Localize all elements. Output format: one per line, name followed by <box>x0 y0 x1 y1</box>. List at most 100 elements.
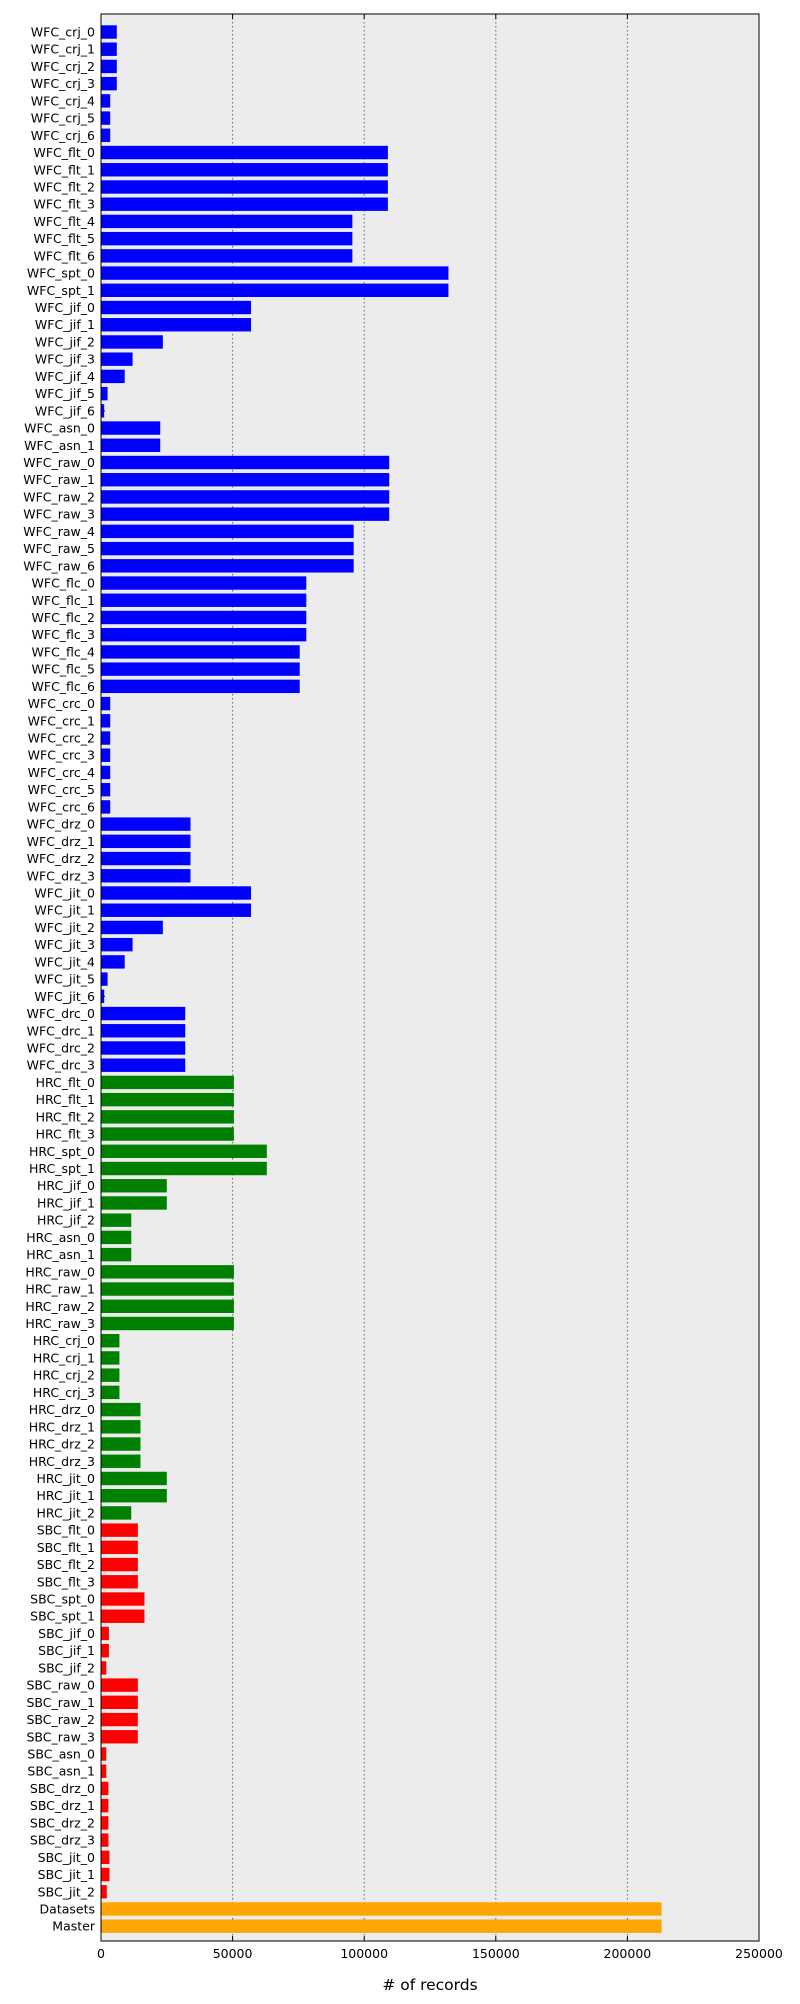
bar <box>101 266 449 280</box>
bar <box>101 1867 110 1882</box>
bar <box>101 1592 145 1606</box>
bar <box>101 369 125 384</box>
x-axis-label: # of records <box>382 1976 477 1994</box>
y-tick-label: WFC_crc_4 <box>28 765 95 780</box>
y-tick-label: WFC_flc_4 <box>32 644 96 659</box>
y-tick-label: WFC_jif_3 <box>35 352 95 367</box>
y-tick-label: Datasets <box>40 1901 95 1916</box>
bar <box>101 955 125 969</box>
y-tick-label: HRC_crj_0 <box>33 1333 95 1348</box>
plot-area <box>101 14 759 1941</box>
bar <box>101 1247 132 1262</box>
y-tick-label: HRC_crj_3 <box>33 1385 95 1400</box>
bar <box>101 1489 167 1503</box>
bar <box>101 628 307 642</box>
bar <box>101 1420 141 1434</box>
y-tick-label: SBC_jif_1 <box>38 1643 95 1658</box>
bar <box>101 42 117 56</box>
bar <box>101 1282 234 1296</box>
y-tick-label: WFC_crc_2 <box>28 731 95 746</box>
bar <box>101 1179 167 1193</box>
y-tick-label: HRC_flt_0 <box>36 1075 95 1090</box>
bar <box>101 128 111 143</box>
bar <box>101 645 300 659</box>
y-tick-label: WFC_flc_6 <box>32 679 96 694</box>
bar <box>101 1092 234 1107</box>
y-tick-label: Master <box>52 1919 96 1934</box>
bar <box>101 1730 138 1744</box>
y-tick-label: WFC_flt_0 <box>33 145 95 160</box>
bar <box>101 1557 138 1572</box>
bar <box>101 1781 109 1796</box>
y-tick-label: WFC_raw_5 <box>23 541 95 556</box>
bar <box>101 541 354 556</box>
y-tick-label: SBC_raw_3 <box>27 1729 96 1744</box>
bars <box>101 25 662 1933</box>
x-tick-label: 50000 <box>213 1946 253 1961</box>
bar <box>101 1075 234 1090</box>
y-tick-label: WFC_crj_2 <box>31 59 95 74</box>
bar <box>101 1144 267 1158</box>
bar <box>101 714 111 728</box>
y-tick-label: WFC_crc_1 <box>28 713 95 728</box>
bar <box>101 1661 107 1675</box>
y-tick-label: WFC_crc_0 <box>28 696 95 711</box>
y-tick-label: WFC_crj_1 <box>31 42 95 57</box>
bar <box>101 1385 120 1400</box>
y-tick-label: WFC_drz_0 <box>27 817 95 832</box>
y-tick-label: HRC_jit_2 <box>37 1505 96 1520</box>
bar <box>101 559 354 573</box>
bar <box>101 1626 109 1641</box>
bar <box>101 903 252 917</box>
y-tick-label: WFC_asn_0 <box>24 421 95 436</box>
bar <box>101 1540 138 1555</box>
bar <box>101 679 300 694</box>
bar <box>101 1058 186 1072</box>
y-tick-label: WFC_spt_0 <box>27 266 95 281</box>
bar <box>101 1024 186 1038</box>
y-tick-label: WFC_drc_0 <box>27 1006 95 1021</box>
bar <box>101 748 111 762</box>
y-tick-label: HRC_asn_1 <box>26 1247 95 1262</box>
bar <box>101 438 161 452</box>
bar <box>101 455 390 470</box>
y-tick-label: WFC_raw_3 <box>23 507 95 522</box>
bar <box>101 851 191 866</box>
y-tick-label: SBC_flt_3 <box>37 1574 95 1589</box>
y-tick-label: HRC_asn_0 <box>26 1230 95 1245</box>
y-tick-label: HRC_flt_2 <box>36 1109 95 1124</box>
x-tick-label: 0 <box>97 1946 105 1961</box>
bar <box>101 576 307 590</box>
y-tick-label: WFC_drz_2 <box>27 851 95 866</box>
bar <box>101 59 117 74</box>
bar <box>101 1230 132 1245</box>
bar <box>101 1695 138 1710</box>
bar <box>101 1127 234 1141</box>
y-tick-label: HRC_spt_0 <box>29 1144 95 1159</box>
y-tick-label: WFC_jit_6 <box>34 989 95 1004</box>
y-tick-label: SBC_spt_0 <box>30 1592 95 1607</box>
bar <box>101 1196 167 1210</box>
y-tick-label: HRC_drz_0 <box>29 1402 95 1417</box>
bar <box>101 25 117 39</box>
bar <box>101 869 191 883</box>
plot-frame <box>100 13 760 1942</box>
y-tick-label: WFC_jit_4 <box>34 954 95 969</box>
y-tick-label: WFC_drc_3 <box>27 1058 95 1073</box>
bar <box>101 1575 138 1589</box>
bar <box>101 1747 107 1761</box>
y-tick-label: SBC_jit_0 <box>38 1850 95 1865</box>
y-tick-label: WFC_flt_6 <box>33 248 95 263</box>
y-tick-label: HRC_raw_0 <box>25 1264 95 1279</box>
y-tick-label: SBC_asn_1 <box>27 1764 95 1779</box>
y-tick-label: WFC_flt_4 <box>33 214 95 229</box>
y-tick-label: WFC_jit_1 <box>34 903 95 918</box>
bar <box>101 300 252 315</box>
bar <box>101 1368 120 1382</box>
y-tick-label: SBC_asn_0 <box>27 1747 95 1762</box>
y-tick-label: HRC_raw_2 <box>25 1299 95 1314</box>
y-tick-label: SBC_raw_0 <box>27 1678 96 1693</box>
bar <box>101 782 111 797</box>
